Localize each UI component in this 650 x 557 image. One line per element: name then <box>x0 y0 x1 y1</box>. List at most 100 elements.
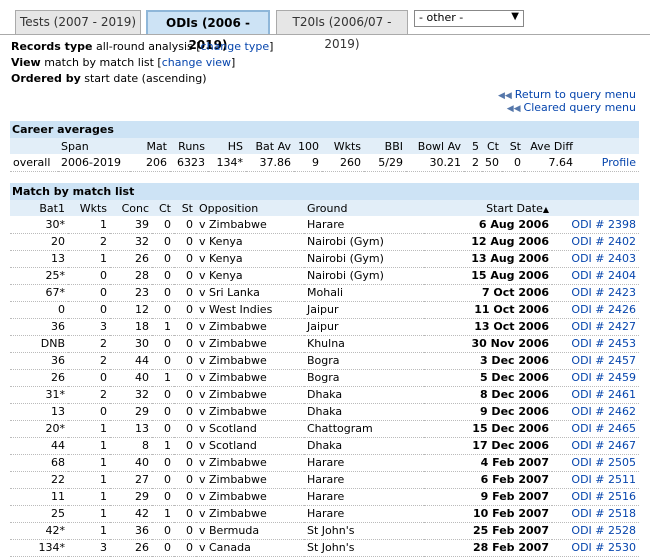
match-scorecard-link[interactable]: ODI # 2467 <box>571 439 636 452</box>
career-cell: overall <box>10 154 58 172</box>
ground-cell: Harare <box>304 216 424 234</box>
st-cell: 0 <box>174 454 196 472</box>
bat1-cell: DNB <box>10 335 68 353</box>
opposition-cell: v Bermuda <box>196 522 304 540</box>
table-row: 134* 3 26 0 0 v Canada St John's 28 Feb 2007 ODI… <box>10 539 639 557</box>
start-date-cell: 15 Dec 2006 <box>424 420 552 438</box>
bat1-cell: 25* <box>10 267 68 285</box>
opposition-cell: v Kenya <box>196 233 304 251</box>
match-scorecard-link[interactable]: ODI # 2505 <box>571 456 636 469</box>
match-scorecard-link[interactable]: ODI # 2402 <box>571 235 636 248</box>
change-view-link[interactable]: change view <box>161 56 232 69</box>
start-date-cell: 10 Feb 2007 <box>424 505 552 523</box>
match-scorecard-link[interactable]: ODI # 2398 <box>571 217 636 231</box>
col-header-ave-diff: Ave Diff <box>524 138 576 154</box>
match-link-cell: ODI # 2505 <box>552 454 639 472</box>
table-row: 0 0 12 0 0 v West Indies Jaipur 11 Oct 2006 ODI … <box>10 301 639 319</box>
ground-cell: Chattogram <box>304 420 424 438</box>
career-cell: 260 <box>322 154 364 172</box>
ground-cell: St John's <box>304 522 424 540</box>
bat1-cell: 68 <box>10 454 68 472</box>
bat1-cell: 13 <box>10 250 68 268</box>
bat1-cell: 0 <box>10 301 68 319</box>
match-scorecard-link[interactable]: ODI # 2457 <box>571 354 636 367</box>
col-header-opposition: Opposition <box>196 200 304 216</box>
conc-cell: 12 <box>110 301 152 319</box>
match-link-cell: ODI # 2459 <box>552 369 639 387</box>
cleared-query-link-row: ◀◀ Cleared query menu <box>507 101 636 114</box>
ground-cell: Harare <box>304 454 424 472</box>
match-scorecard-link[interactable]: ODI # 2459 <box>571 371 636 384</box>
start-date-cell: 7 Oct 2006 <box>424 284 552 302</box>
ct-cell: 0 <box>152 301 174 319</box>
ground-cell: Nairobi (Gym) <box>304 233 424 251</box>
match-scorecard-link[interactable]: ODI # 2528 <box>571 524 636 537</box>
wkts-cell: 1 <box>68 488 110 506</box>
conc-cell: 18 <box>110 318 152 336</box>
ct-cell: 0 <box>152 454 174 472</box>
match-scorecard-link[interactable]: ODI # 2511 <box>571 473 636 486</box>
col-header-bbi: BBI <box>364 138 406 154</box>
start-date-cell: 6 Aug 2006 <box>424 216 552 234</box>
ground-cell: Harare <box>304 488 424 506</box>
tab-tests[interactable]: Tests (2007 - 2019) <box>15 10 141 34</box>
table-row: 30* 1 39 0 0 v Zimbabwe Harare 6 Aug 2006 ODI # … <box>10 216 639 234</box>
match-scorecard-link[interactable]: ODI # 2465 <box>571 422 636 435</box>
match-scorecard-link[interactable]: ODI # 2462 <box>571 405 636 418</box>
conc-cell: 36 <box>110 522 152 540</box>
match-scorecard-link[interactable]: ODI # 2427 <box>571 320 636 333</box>
match-list-heading: Match by match list <box>10 183 639 200</box>
wkts-cell: 2 <box>68 352 110 370</box>
ground-cell: Khulna <box>304 335 424 353</box>
match-scorecard-link[interactable]: ODI # 2423 <box>571 286 636 299</box>
ct-cell: 0 <box>152 420 174 438</box>
bat1-cell: 20* <box>10 420 68 438</box>
match-scorecard-link[interactable]: ODI # 2516 <box>571 490 636 503</box>
match-scorecard-link[interactable]: ODI # 2461 <box>571 388 636 401</box>
start-date-cell: 17 Dec 2006 <box>424 437 552 455</box>
table-row: 20 2 32 0 0 v Kenya Nairobi (Gym) 12 Aug 2006 OD… <box>10 233 639 251</box>
col-header-match <box>552 200 639 216</box>
st-cell: 0 <box>174 301 196 319</box>
career-header-row: Span Mat Runs HS Bat Av 100 Wkts BBI Bow… <box>10 138 639 154</box>
col-header-st: St <box>174 200 196 216</box>
table-row: 68 1 40 0 0 v Zimbabwe Harare 4 Feb 2007 ODI # 2… <box>10 454 639 472</box>
table-row: 25 1 42 1 0 v Zimbabwe Harare 10 Feb 2007 ODI # … <box>10 505 639 523</box>
conc-cell: 32 <box>110 386 152 404</box>
other-select-value: - other - <box>419 11 464 24</box>
tab-t20is[interactable]: T20Is (2006/07 - 2019) <box>276 10 408 51</box>
ct-cell: 0 <box>152 522 174 540</box>
ground-cell: Harare <box>304 505 424 523</box>
career-cell: 134* <box>208 154 246 172</box>
match-scorecard-link[interactable]: ODI # 2404 <box>571 269 636 282</box>
st-cell: 0 <box>174 352 196 370</box>
opposition-cell: v Kenya <box>196 267 304 285</box>
match-link-cell: ODI # 2426 <box>552 301 639 319</box>
ordered-line: Ordered by start date (ascending) <box>11 72 207 85</box>
st-cell: 0 <box>174 403 196 421</box>
match-scorecard-link[interactable]: ODI # 2403 <box>571 252 636 265</box>
match-scorecard-link[interactable]: ODI # 2518 <box>571 507 636 520</box>
cleared-query-link[interactable]: Cleared query menu <box>523 101 636 114</box>
match-scorecard-link[interactable]: ODI # 2453 <box>571 337 636 350</box>
return-query-link[interactable]: Return to query menu <box>514 88 636 101</box>
wkts-cell: 1 <box>68 522 110 540</box>
career-cell: 206 <box>130 154 170 172</box>
opposition-cell: v Zimbabwe <box>196 505 304 523</box>
table-row: 36 2 44 0 0 v Zimbabwe Bogra 3 Dec 2006 ODI # 24… <box>10 352 639 370</box>
profile-link[interactable]: Profile <box>601 155 636 169</box>
wkts-cell: 0 <box>68 369 110 387</box>
match-link-cell: ODI # 2516 <box>552 488 639 506</box>
tab-odis[interactable]: ODIs (2006 - 2019) <box>146 10 270 52</box>
match-scorecard-link[interactable]: ODI # 2426 <box>571 303 636 316</box>
col-header-start-date[interactable]: Start Date▲ <box>424 200 552 216</box>
change-type-link[interactable]: change type <box>200 40 270 53</box>
col-header-span: Span <box>58 138 130 154</box>
match-link-cell: ODI # 2427 <box>552 318 639 336</box>
match-scorecard-link[interactable]: ODI # 2530 <box>571 541 636 554</box>
start-date-cell: 15 Aug 2006 <box>424 267 552 285</box>
other-select[interactable]: - other - ▼ <box>414 10 524 27</box>
col-header-hs: HS <box>208 138 246 154</box>
ground-cell: Dhaka <box>304 437 424 455</box>
career-cell: 50 <box>482 154 502 172</box>
